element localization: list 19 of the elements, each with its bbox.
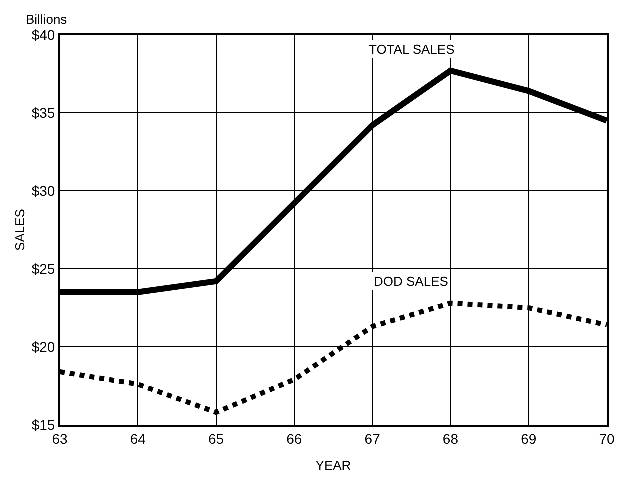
x-tick-label: 64: [130, 430, 146, 447]
x-tick-label: 69: [521, 430, 537, 447]
x-tick-label: 63: [52, 430, 68, 447]
x-tick-label: 70: [599, 430, 615, 447]
x-axis-title: YEAR: [316, 458, 352, 473]
series-label: TOTAL SALES: [369, 42, 456, 57]
y-tick-label: $40: [32, 26, 56, 43]
x-tick-label: 68: [442, 430, 459, 447]
series-label: DOD SALES: [374, 274, 449, 289]
y-tick-label: $20: [32, 338, 56, 355]
x-tick-label: 65: [208, 430, 224, 447]
y-axis-title: SALES: [12, 208, 28, 251]
y-tick-label: $35: [32, 104, 56, 121]
x-tick-label: 67: [364, 430, 381, 447]
text: Billions: [26, 12, 68, 27]
x-tick-label: 66: [286, 430, 302, 447]
y-tick-label: $25: [32, 260, 56, 277]
y-tick-label: $30: [32, 182, 56, 199]
y-tick-label: $15: [32, 416, 56, 433]
